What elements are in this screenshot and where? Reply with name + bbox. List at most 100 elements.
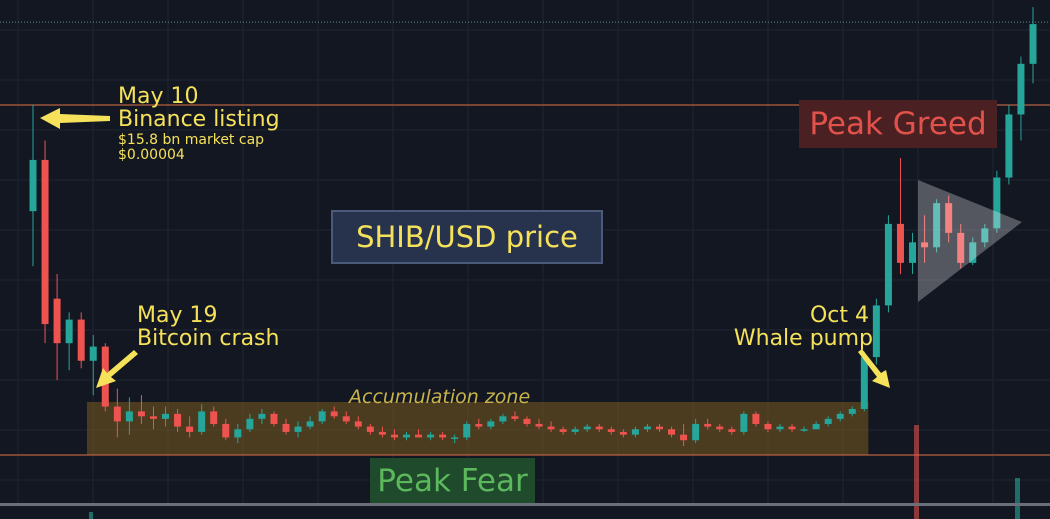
candle bbox=[222, 418, 230, 441]
candle bbox=[752, 411, 760, 427]
candle-body bbox=[656, 426, 664, 430]
may10-annotation: May 10 Binance listing $15.8 bn market c… bbox=[118, 85, 280, 163]
candle-body bbox=[174, 413, 182, 427]
candle-body bbox=[776, 426, 784, 430]
candle-body bbox=[282, 423, 290, 432]
candle bbox=[668, 426, 676, 438]
candle bbox=[631, 426, 639, 438]
candle bbox=[884, 215, 892, 313]
candle-body bbox=[872, 305, 880, 358]
candle-body bbox=[294, 426, 302, 432]
candle bbox=[1017, 56, 1025, 141]
candle bbox=[523, 416, 531, 427]
candle bbox=[896, 158, 904, 275]
candle-body bbox=[137, 411, 145, 417]
candle-body bbox=[499, 416, 507, 422]
candle bbox=[89, 334, 97, 396]
candle-body bbox=[198, 411, 206, 432]
candle bbox=[812, 421, 820, 430]
candle-body bbox=[162, 413, 170, 419]
candle bbox=[740, 411, 748, 435]
candle bbox=[848, 406, 856, 417]
candle-body bbox=[933, 203, 941, 248]
candle-body bbox=[149, 416, 157, 419]
candle bbox=[595, 423, 603, 432]
may10-market-cap: $15.8 bn market cap bbox=[118, 132, 265, 149]
candle-body bbox=[800, 429, 808, 431]
candle-body bbox=[957, 232, 965, 263]
candle-body bbox=[619, 431, 627, 435]
arrows bbox=[40, 108, 890, 388]
candle-body bbox=[113, 406, 121, 422]
candle bbox=[776, 423, 784, 432]
candle bbox=[427, 431, 435, 441]
candle-body bbox=[415, 434, 423, 438]
candle bbox=[41, 140, 49, 344]
candle-body bbox=[812, 423, 820, 430]
candle-body bbox=[716, 426, 724, 430]
candle-body bbox=[330, 411, 338, 417]
candle bbox=[981, 223, 989, 248]
candle-body bbox=[306, 421, 314, 427]
candle-body bbox=[65, 319, 73, 344]
candle-body bbox=[764, 423, 772, 430]
candle bbox=[378, 426, 386, 438]
arrow-oct4-icon bbox=[858, 349, 890, 388]
candle-body bbox=[896, 223, 904, 263]
candle-body bbox=[1017, 63, 1025, 115]
candle-body bbox=[29, 159, 37, 212]
candle bbox=[993, 170, 1001, 233]
candle bbox=[77, 312, 85, 369]
oct4-event: Whale pump bbox=[733, 326, 873, 352]
candle-body bbox=[969, 242, 977, 263]
accumulation-zone-label: Accumulation zone bbox=[349, 386, 531, 408]
candle bbox=[692, 418, 700, 444]
candle-body bbox=[788, 426, 796, 430]
candle bbox=[439, 431, 447, 441]
candle-body bbox=[704, 423, 712, 427]
candle bbox=[824, 416, 832, 427]
candle-body bbox=[559, 429, 567, 432]
candle-body bbox=[511, 416, 519, 419]
candle bbox=[342, 411, 350, 424]
candle bbox=[716, 423, 724, 432]
candle-body bbox=[41, 159, 49, 325]
candle bbox=[402, 431, 410, 441]
candle-body bbox=[860, 357, 868, 409]
may10-price: $0.00004 bbox=[118, 146, 185, 163]
candle bbox=[390, 429, 398, 441]
candle-body bbox=[246, 418, 254, 430]
candle-body bbox=[993, 177, 1001, 229]
candle bbox=[234, 423, 242, 444]
candle-body bbox=[186, 426, 194, 432]
candle bbox=[535, 418, 543, 430]
candle bbox=[294, 421, 302, 438]
candle bbox=[619, 429, 627, 438]
candle bbox=[583, 423, 591, 432]
candle bbox=[174, 408, 182, 432]
candle-body bbox=[836, 413, 844, 419]
candle bbox=[957, 223, 965, 269]
candle bbox=[451, 434, 459, 444]
candle-body bbox=[451, 437, 459, 439]
arrow-may19-icon bbox=[96, 350, 138, 388]
candle bbox=[607, 426, 615, 435]
candle bbox=[306, 416, 314, 430]
candle-body bbox=[427, 434, 435, 438]
candle-body bbox=[523, 418, 531, 424]
candle-body bbox=[463, 423, 471, 438]
candle bbox=[198, 404, 206, 435]
candle-body bbox=[680, 434, 688, 441]
may19-event: Bitcoin crash bbox=[137, 326, 280, 352]
candle-body bbox=[125, 411, 133, 422]
candle bbox=[728, 426, 736, 435]
candle bbox=[246, 413, 254, 432]
candle-body bbox=[439, 434, 447, 438]
candle-body bbox=[740, 413, 748, 432]
candle-body bbox=[595, 426, 603, 430]
candle-body bbox=[89, 346, 97, 361]
oct4-annotation: Oct 4 Whale pump bbox=[733, 304, 873, 350]
volume-bar bbox=[1015, 478, 1020, 519]
candle-body bbox=[354, 421, 362, 427]
candle-body bbox=[571, 429, 579, 432]
